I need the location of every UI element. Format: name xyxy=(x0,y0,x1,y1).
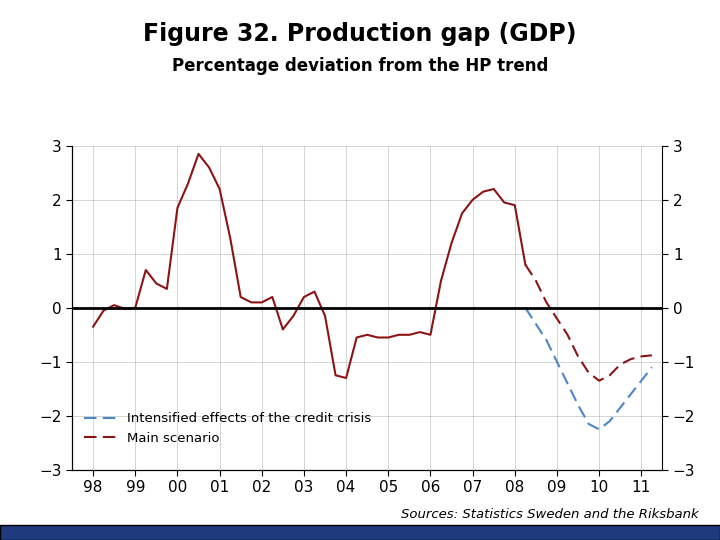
Text: Sources: Statistics Sweden and the Riksbank: Sources: Statistics Sweden and the Riksb… xyxy=(401,508,698,521)
Text: Percentage deviation from the HP trend: Percentage deviation from the HP trend xyxy=(172,57,548,75)
Text: Figure 32. Production gap (GDP): Figure 32. Production gap (GDP) xyxy=(143,22,577,45)
Legend: Intensified effects of the credit crisis, Main scenario: Intensified effects of the credit crisis… xyxy=(78,407,377,450)
